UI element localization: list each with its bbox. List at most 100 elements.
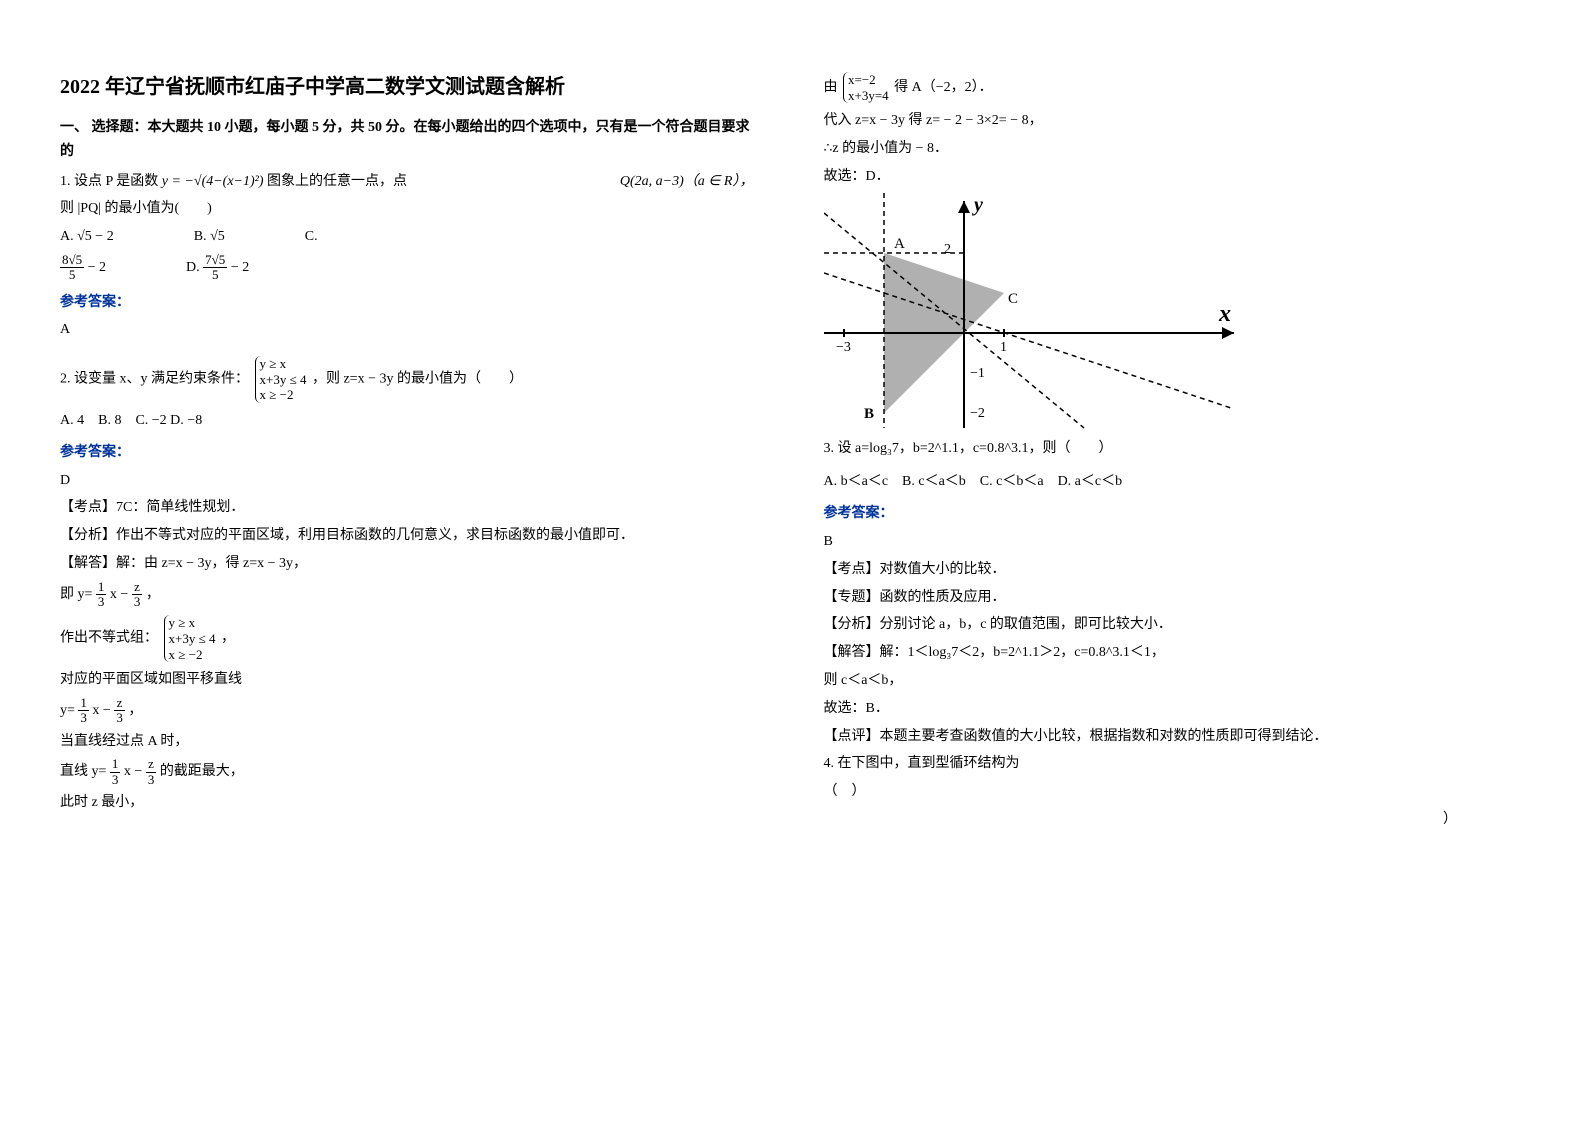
q2-jd5f2: z3 <box>114 696 125 726</box>
q2-answer-label: 参考答案： <box>60 441 754 465</box>
q1-answer-label: 参考答案： <box>60 291 754 315</box>
q1-optB-label: B. <box>194 229 207 244</box>
q1-options-row2: 8√55 − 2 D. 7√55 − 2 <box>60 253 754 283</box>
q2-answer: D <box>60 469 754 493</box>
q1-optD-label: D. <box>186 260 200 275</box>
q1-optC: 8√55 − 2 <box>60 253 106 283</box>
q2-jd5n2: z <box>114 696 125 711</box>
q2-jd7b: x − <box>124 764 146 779</box>
q4-stem: 4. 在下图中，直到型循环结构为 <box>824 752 1518 776</box>
q1-optD-den: 5 <box>203 268 227 282</box>
q2-jd5b: x − <box>92 703 114 718</box>
q3-jieda2: 则 c＜a＜b， <box>824 669 1518 693</box>
q4-blank: （ ） <box>824 780 1518 804</box>
q2-jd2b: x − <box>110 587 132 602</box>
q2r-c2: x+3y=4 <box>848 88 889 104</box>
q2-r3: ∴z 的最小值为 − 8． <box>824 137 1518 161</box>
q1-optD-tail: − 2 <box>227 260 249 275</box>
q1-optA-text: √5 − 2 <box>77 229 114 244</box>
q1-options-row1: A. √5 − 2 B. √5 C. <box>60 225 754 249</box>
q3-answer: B <box>824 530 1518 554</box>
q2-jd3a: 作出不等式组： <box>60 631 158 646</box>
q2-jd5c: ， <box>128 703 142 718</box>
q2-r2: 代入 z=x − 3y 得 z= − 2 − 3×2= − 8， <box>824 109 1518 133</box>
q1-optD: D. 7√55 − 2 <box>186 253 249 283</box>
x-axis-label: x <box>1218 301 1231 327</box>
q2-constraints: y ≥ x x+3y ≤ 4 x ≥ −2 <box>255 356 307 403</box>
q2-stem-a: 2. 设变量 x、y 满足约束条件： <box>60 372 249 387</box>
q2-jd7f2: z3 <box>146 757 157 787</box>
q2-r1: 由 x=−2 x+3y=4 得 A（−2，2）． <box>824 70 1518 105</box>
q1-optD-num: 7√5 <box>203 253 227 268</box>
q2-jd2-frac1: 13 <box>96 580 107 610</box>
q3-answer-label: 参考答案： <box>824 502 1518 526</box>
q2-kaodian: 【考点】7C：简单线性规划． <box>60 496 754 520</box>
q1-optC-tail: − 2 <box>84 260 106 275</box>
q2-jd3c1: y ≥ x <box>169 615 216 631</box>
q2-jd2d1: 3 <box>96 595 107 609</box>
q2-jieda7: 直线 y= 13 x − z3 的截距最大， <box>60 757 754 787</box>
tick-x1: 1 <box>1000 340 1007 355</box>
q2-jd2n1: 1 <box>96 580 107 595</box>
q2-jd2-frac2: z3 <box>132 580 143 610</box>
q2-c1: y ≥ x <box>260 356 307 372</box>
q3-fenxi: 【分析】分别讨论 a，b，c 的取值范围，即可比较大小． <box>824 613 1518 637</box>
q3-options: A. b＜a＜c B. c＜a＜b C. c＜b＜a D. a＜c＜b <box>824 470 1518 494</box>
q2-jd2a: 即 y= <box>60 587 92 602</box>
q2-jd5f1: 13 <box>78 696 89 726</box>
q3-kaodian: 【考点】对数值大小的比较． <box>824 558 1518 582</box>
q2-jd3c2: x+3y ≤ 4 <box>169 631 216 647</box>
q1-optD-frac: 7√55 <box>203 253 227 283</box>
q2-jieda8: 此时 z 最小， <box>60 791 754 815</box>
q1-optC-num: 8√5 <box>60 253 84 268</box>
q1-optB-text: √5 <box>210 229 225 244</box>
q2r-r1b: 得 A（−2，2）． <box>894 80 993 95</box>
q1-answer: A <box>60 318 754 342</box>
q2-options: A. 4 B. 8 C. −2 D. −8 <box>60 409 754 433</box>
q2-jd5n1: 1 <box>78 696 89 711</box>
tick-ym1: −1 <box>970 366 985 381</box>
q2-jieda1: 【解答】解：由 z=x − 3y，得 z=x − 3y， <box>60 552 754 576</box>
q3-zhuanti: 【专题】函数的性质及应用． <box>824 586 1518 610</box>
q2r-c1: x=−2 <box>848 72 889 88</box>
q2-jd2c: ， <box>146 587 160 602</box>
q2-jd2n2: z <box>132 580 143 595</box>
q2r-r1a: 由 <box>824 80 838 95</box>
q2-stem: 2. 设变量 x、y 满足约束条件： y ≥ x x+3y ≤ 4 x ≥ −2… <box>60 354 754 405</box>
q2-jd3c3: x ≥ −2 <box>169 647 216 663</box>
section-1-head: 一、 选择题：本大题共 10 小题，每小题 5 分，共 50 分。在每小题给出的… <box>60 116 754 164</box>
q2-jd2d2: 3 <box>132 595 143 609</box>
q1-optC-frac: 8√55 <box>60 253 84 283</box>
q2-jd7d1: 3 <box>110 773 121 787</box>
q2-jieda2: 即 y= 13 x − z3 ， <box>60 580 754 610</box>
q2-fenxi: 【分析】作出不等式对应的平面区域，利用目标函数的几何意义，求目标函数的最小值即可… <box>60 524 754 548</box>
q1-optC-label: C. <box>305 225 318 249</box>
q2-jd3-brace: y ≥ x x+3y ≤ 4 x ≥ −2 <box>164 615 216 662</box>
q2-jd5d2: 3 <box>114 711 125 725</box>
q1-stem-b: 图象上的任意一点，点 <box>267 174 407 189</box>
q2-jd3b: ， <box>221 631 235 646</box>
q1-stem-a: 1. 设点 P 是函数 <box>60 174 158 189</box>
q1-func: y = −√(4−(x−1)²) <box>162 174 264 189</box>
q1-stem-line1: 1. 设点 P 是函数 y = −√(4−(x−1)²) 图象上的任意一点，点 … <box>60 170 754 194</box>
q2-jieda5: y= 13 x − z3 ， <box>60 696 754 726</box>
point-C: C <box>1008 291 1018 307</box>
feasible-region-diagram: y x A C B 2 −1 −2 −3 1 <box>824 193 1244 433</box>
left-column: 2022 年辽宁省抚顺市红庙子中学高二数学文测试题含解析 一、 选择题：本大题共… <box>0 0 794 1122</box>
q4-paren-text: ） <box>1443 812 1457 827</box>
q2-jd7a: 直线 y= <box>60 764 106 779</box>
q2-jd5d1: 3 <box>78 711 89 725</box>
tick-xm3: −3 <box>836 340 851 355</box>
q3-jieda3: 故选：B． <box>824 697 1518 721</box>
y-axis-label: y <box>972 194 983 216</box>
q1-optB: B. √5 <box>194 225 225 249</box>
q2-jd5a: y= <box>60 703 75 718</box>
q1-qpoint: Q(2a, a−3)（a ∈ R）， <box>620 170 754 194</box>
q1-optA: A. √5 − 2 <box>60 225 114 249</box>
q3-stem: 3. 设 a=log₃7，b=2^1.1，c=0.8^3.1，则（ ） <box>824 437 1518 461</box>
q2-c2: x+3y ≤ 4 <box>260 372 307 388</box>
tick-y2: 2 <box>944 242 951 257</box>
tick-ym2: −2 <box>970 406 985 421</box>
point-B: B <box>864 406 874 422</box>
q1-optA-label: A. <box>60 229 74 244</box>
